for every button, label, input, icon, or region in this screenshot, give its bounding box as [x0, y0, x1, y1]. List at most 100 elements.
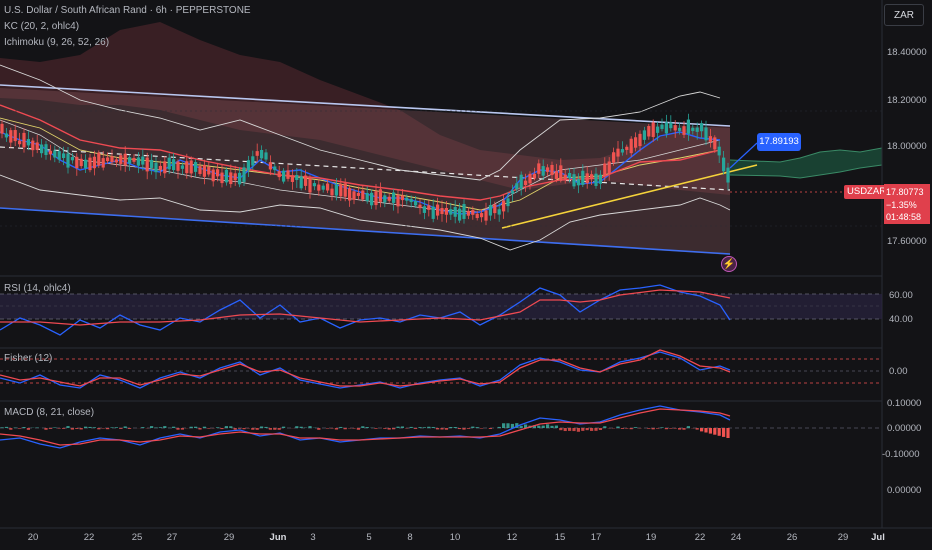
macd-histogram-bar	[180, 428, 184, 430]
candle-body	[620, 149, 624, 153]
chart-title[interactable]: U.S. Dollar / South African Rand · 6h · …	[4, 5, 251, 16]
channel-upper-line[interactable]	[0, 84, 731, 127]
candle-body	[440, 208, 444, 215]
kc-mid-2	[0, 119, 721, 213]
macd-histogram-bar	[563, 428, 567, 432]
time-axis-label: 26	[786, 532, 798, 543]
candle-body	[229, 172, 233, 185]
time-axis-label: 5	[366, 532, 372, 543]
candle-body	[172, 159, 176, 171]
candle-body	[202, 164, 206, 177]
candle-body	[572, 174, 576, 187]
candle-body	[321, 185, 325, 190]
kc-upper	[0, 64, 721, 181]
macd-histogram-bar	[374, 428, 378, 429]
candle-body	[22, 132, 26, 148]
time-axis-label: 8	[407, 532, 413, 543]
trend-line-yellow[interactable]	[501, 164, 758, 229]
macd-histogram-bar	[647, 428, 651, 429]
candle-body	[330, 188, 334, 196]
macd-histogram-bar	[396, 426, 400, 428]
time-axis-label: 29	[837, 532, 849, 543]
candle-body	[616, 148, 620, 157]
channel-mid-line	[0, 146, 731, 191]
candle-body	[176, 161, 180, 171]
currency-button[interactable]: ZAR	[884, 4, 924, 26]
candle-body	[590, 174, 594, 180]
macd-histogram-bar	[106, 428, 110, 430]
candle-body	[673, 125, 677, 131]
candle-body	[546, 167, 550, 172]
candle-body	[550, 164, 554, 176]
macd-histogram-bar	[326, 428, 330, 429]
candle-body	[150, 159, 154, 168]
candle-body	[383, 195, 387, 203]
candle-body	[44, 144, 48, 156]
channel-lower-line[interactable]	[0, 207, 731, 255]
candle-body	[576, 179, 580, 186]
time-axis-label: 12	[506, 532, 518, 543]
candlestick-series[interactable]	[0, 113, 730, 226]
candle-body	[497, 209, 501, 215]
macd-histogram-bar	[453, 426, 457, 428]
macd-histogram-bar	[62, 428, 66, 429]
macd-line	[0, 405, 731, 449]
ichimoku-legend[interactable]: Ichimoku (9, 26, 52, 26)	[4, 37, 110, 48]
rsi-band	[0, 294, 882, 319]
kijun-line	[0, 104, 721, 201]
macd-histogram-bar	[537, 425, 541, 428]
macd-histogram-bar	[189, 426, 193, 428]
candle-body	[356, 192, 360, 196]
candle-body	[57, 151, 61, 160]
candle-body	[136, 157, 140, 166]
macd-histogram-bar	[422, 427, 426, 428]
time-axis-label: 24	[730, 532, 742, 543]
price-axis-label: 18.20000	[887, 95, 927, 106]
candle-body	[339, 183, 343, 197]
candle-body	[519, 174, 523, 189]
candle-body	[686, 119, 690, 134]
time-axis-label: 10	[449, 532, 461, 543]
candle-body	[18, 140, 22, 145]
candle-body	[704, 127, 708, 141]
macd-histogram-bar	[550, 425, 554, 428]
candle-body	[651, 122, 655, 138]
bar-countdown: 01:48:58	[886, 212, 922, 222]
macd-histogram-bar	[158, 427, 162, 428]
macd-histogram-bar	[594, 428, 598, 431]
candle-body	[528, 173, 532, 184]
macd-histogram-bar	[625, 428, 629, 429]
candle-body	[48, 150, 52, 155]
candle-body	[132, 157, 136, 162]
candle-body	[216, 169, 220, 177]
macd-histogram-bar	[22, 427, 26, 428]
candle-body	[317, 184, 321, 191]
macd-histogram-bar	[97, 428, 101, 430]
alert-price-tag[interactable]: 17.89193	[757, 133, 801, 151]
time-axis-label: 29	[223, 532, 235, 543]
lightning-icon[interactable]: ⚡	[721, 256, 737, 272]
rsi-legend[interactable]: RSI (14, ohlc4)	[4, 283, 71, 294]
candle-body	[233, 173, 237, 181]
candle-body	[717, 146, 721, 156]
macd-histogram-bar	[70, 428, 74, 430]
macd-histogram-bar	[128, 428, 132, 429]
macd-histogram-bar	[343, 428, 347, 430]
macd-histogram-bar	[0, 427, 4, 428]
kc-legend[interactable]: KC (20, 2, ohlc4)	[4, 21, 80, 32]
macd-histogram-bar	[356, 428, 360, 430]
macd-histogram-bar	[726, 428, 730, 438]
macd-histogram-bar	[198, 428, 202, 430]
macd-legend[interactable]: MACD (8, 21, close)	[4, 407, 95, 418]
fisher-legend[interactable]: Fisher (12)	[4, 353, 53, 364]
candle-body	[462, 204, 466, 219]
candle-body	[400, 195, 404, 201]
last-price-tag: 17.80773 −1.35% 01:48:58	[884, 184, 930, 224]
macd-histogram-bar	[277, 428, 281, 430]
time-axis-label: Jul	[871, 532, 885, 543]
fisher-line	[0, 351, 731, 389]
time-axis-label: 17	[590, 532, 602, 543]
macd-histogram-bar	[84, 426, 88, 428]
candle-body	[713, 137, 717, 150]
